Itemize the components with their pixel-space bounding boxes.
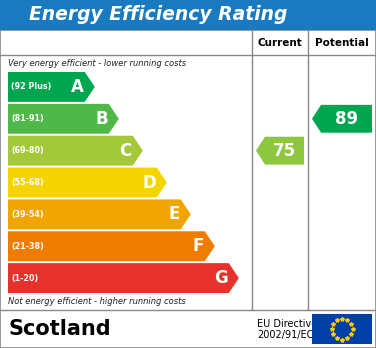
- Text: Not energy efficient - higher running costs: Not energy efficient - higher running co…: [8, 298, 186, 307]
- Text: C: C: [120, 142, 132, 160]
- Text: G: G: [214, 269, 228, 287]
- Bar: [312, 314, 372, 344]
- Text: (1-20): (1-20): [11, 274, 38, 283]
- Text: D: D: [142, 174, 156, 191]
- Polygon shape: [312, 105, 372, 133]
- Text: (55-68): (55-68): [11, 178, 44, 187]
- Text: (39-54): (39-54): [11, 210, 44, 219]
- Polygon shape: [8, 263, 239, 293]
- Text: EU Directive: EU Directive: [257, 319, 317, 329]
- Text: (21-38): (21-38): [11, 242, 44, 251]
- Text: 89: 89: [335, 110, 358, 128]
- Text: (81-91): (81-91): [11, 114, 44, 123]
- Text: Current: Current: [258, 38, 302, 47]
- Polygon shape: [8, 136, 143, 166]
- Text: B: B: [95, 110, 108, 128]
- Text: Energy Efficiency Rating: Energy Efficiency Rating: [29, 6, 287, 24]
- Polygon shape: [8, 104, 119, 134]
- Polygon shape: [8, 199, 191, 229]
- Text: (69-80): (69-80): [11, 146, 44, 155]
- Text: 75: 75: [273, 142, 296, 160]
- Text: A: A: [71, 78, 84, 96]
- Bar: [0, 0, 376, 30]
- Polygon shape: [8, 72, 95, 102]
- Polygon shape: [8, 168, 167, 197]
- Text: Scotland: Scotland: [8, 319, 111, 339]
- Text: F: F: [193, 237, 204, 255]
- Polygon shape: [8, 231, 215, 261]
- Text: 2002/91/EC: 2002/91/EC: [257, 330, 313, 340]
- Polygon shape: [256, 137, 304, 165]
- Text: E: E: [168, 205, 180, 223]
- Text: Potential: Potential: [315, 38, 369, 47]
- Text: Very energy efficient - lower running costs: Very energy efficient - lower running co…: [8, 58, 186, 68]
- Text: (92 Plus): (92 Plus): [11, 82, 52, 92]
